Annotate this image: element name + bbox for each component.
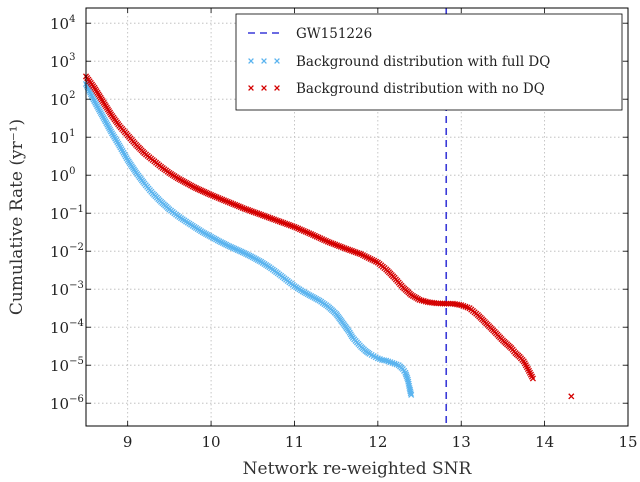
y-axis-ticks: 104 103 102 101 100 10−1 10−2 10−3 10−4 10−5 10−6	[50, 14, 628, 413]
series-full-dq	[82, 80, 415, 398]
legend-point	[274, 58, 280, 64]
data-point	[252, 209, 259, 216]
legend-entry-event: GW151226	[296, 26, 372, 42]
y-tick-label: 101	[50, 128, 75, 147]
data-point	[259, 212, 267, 219]
data-point	[348, 247, 355, 254]
y-tick-label: 102	[50, 90, 75, 109]
x-axis-label: Network re-weighted SNR	[243, 459, 473, 479]
x-tick-label: 15	[618, 433, 637, 451]
data-point	[529, 375, 537, 382]
x-tick-label: 14	[535, 433, 554, 451]
legend-point	[248, 85, 254, 91]
legend-marker-no-dq	[248, 85, 280, 91]
y-tick-label: 100	[50, 166, 75, 185]
data-point	[254, 210, 261, 217]
data-point	[276, 218, 283, 225]
y-tick-label: 10−5	[50, 356, 84, 375]
data-point	[245, 206, 252, 214]
data-point	[265, 214, 272, 221]
data-point	[402, 371, 410, 378]
y-tick-label: 103	[50, 52, 75, 71]
x-tick-label: 9	[123, 433, 133, 451]
data-point	[248, 208, 255, 215]
x-tick-label: 12	[368, 433, 387, 451]
legend-marker-full-dq	[248, 58, 280, 64]
series-layer	[82, 73, 575, 400]
data-point	[283, 221, 291, 228]
data-point	[287, 222, 294, 229]
data-point	[341, 245, 348, 252]
data-point	[278, 219, 285, 226]
data-point	[263, 213, 270, 220]
y-tick-label: 10−1	[50, 204, 84, 223]
data-point	[456, 301, 463, 308]
plot-frame	[85, 7, 629, 427]
data-point	[403, 373, 410, 380]
data-point	[246, 207, 254, 214]
data-point	[256, 210, 263, 218]
data-point	[272, 217, 279, 224]
legend-point	[261, 58, 267, 64]
legend-entry-no-dq: Background distribution with no DQ	[296, 81, 545, 97]
x-tick-label: 11	[285, 433, 304, 451]
x-axis-ticks: 9 10 11 12 13 14 15	[123, 8, 638, 451]
data-point	[407, 390, 414, 397]
x-tick-label: 13	[452, 433, 471, 451]
legend-box	[235, 13, 623, 111]
data-point	[346, 247, 354, 254]
y-tick-label: 10−2	[50, 242, 84, 261]
y-tick-label: 10−3	[50, 280, 84, 299]
data-point	[282, 220, 289, 227]
data-point	[354, 249, 361, 256]
data-point	[350, 248, 357, 255]
y-tick-label: 104	[50, 14, 75, 33]
data-point	[285, 221, 292, 228]
data-point	[250, 208, 257, 216]
legend-point	[261, 85, 267, 91]
legend-point	[274, 85, 280, 91]
data-point	[261, 213, 268, 220]
x-tick-label: 10	[202, 433, 221, 451]
series-no-dq	[82, 73, 575, 400]
data-point	[243, 206, 250, 213]
data-point	[352, 249, 359, 256]
y-axis-label: Cumulative Rate (yr⁻¹)	[7, 119, 27, 315]
data-point	[289, 223, 296, 230]
data-point	[269, 215, 276, 222]
legend-point	[248, 58, 254, 64]
y-tick-label: 10−4	[50, 318, 84, 337]
legend-entry-full-dq: Background distribution with full DQ	[296, 54, 550, 70]
data-point	[345, 246, 352, 253]
data-point	[568, 393, 575, 400]
data-point	[241, 205, 248, 212]
legend: GW151226 Background distribution with fu…	[235, 13, 623, 111]
data-point	[267, 215, 274, 222]
data-point	[343, 245, 350, 252]
data-point	[280, 219, 287, 226]
data-point	[356, 250, 363, 257]
data-point	[402, 369, 409, 376]
data-point	[258, 211, 265, 218]
data-point	[408, 391, 415, 398]
y-tick-label: 10−6	[50, 394, 84, 413]
data-point	[271, 216, 278, 223]
data-point	[381, 357, 388, 364]
data-point	[274, 217, 281, 224]
